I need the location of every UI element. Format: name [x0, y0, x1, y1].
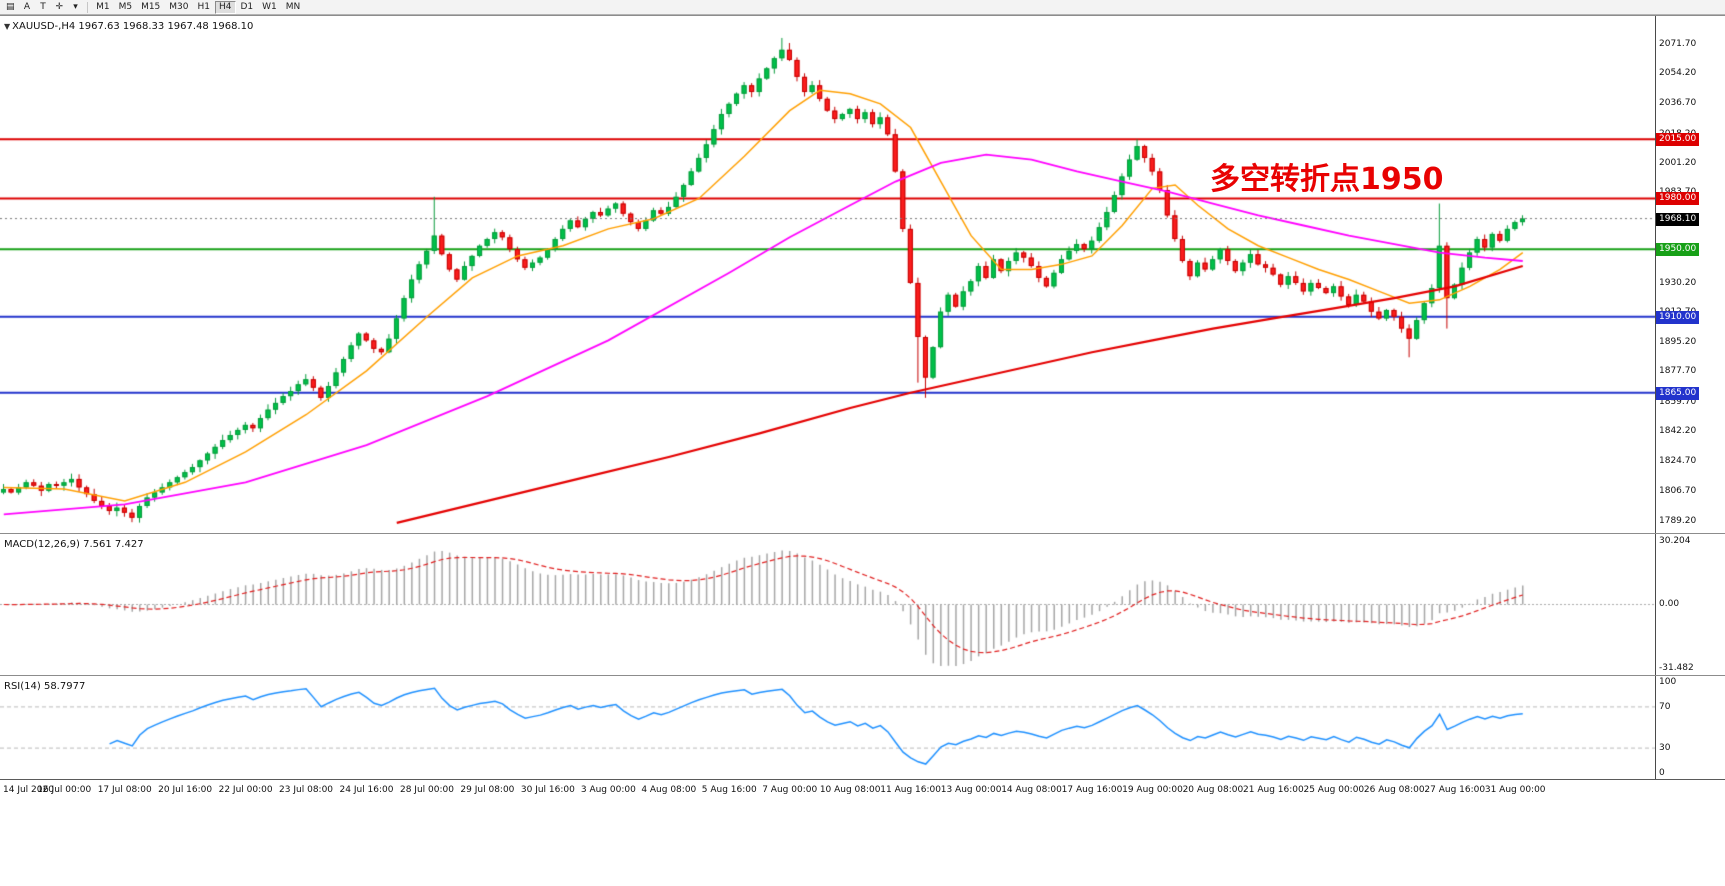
- time-axis-label: 16 Jul 00:00: [37, 785, 92, 795]
- rsi-axis[interactable]: 100 70 30 0: [1655, 676, 1725, 779]
- text-a-button[interactable]: A: [23, 1, 31, 12]
- price-axis-label: 1842.20: [1659, 426, 1697, 437]
- price-chart-canvas[interactable]: [0, 16, 1655, 533]
- timeframe-m5-button[interactable]: M5: [118, 1, 133, 12]
- time-axis-label: 31 Aug 00:00: [1484, 785, 1546, 795]
- chart-title-text: XAUUSD-,H4 1967.63 1968.33 1967.48 1968.…: [12, 21, 254, 32]
- time-axis-label: 21 Aug 16:00: [1243, 785, 1304, 795]
- dropdown-chevron-icon[interactable]: ▾: [73, 1, 78, 12]
- time-axis-label: 29 Jul 08:00: [460, 785, 515, 795]
- timeframe-m30-button[interactable]: M30: [169, 1, 189, 12]
- timeframe-w1-button[interactable]: W1: [262, 1, 277, 12]
- annotation-text: 多空转折点1950: [1210, 162, 1444, 197]
- price-chart-panel: ▼ XAUUSD-,H4 1967.63 1968.33 1967.48 1968…: [0, 15, 1725, 533]
- time-axis-label: 26 Aug 08:00: [1363, 785, 1425, 795]
- macd-axis-label: 0.00: [1659, 598, 1680, 609]
- time-axis-label: 10 Aug 08:00: [819, 785, 881, 795]
- macd-panel: MACD(12,26,9) 7.561 7.427 30.204 0.00 -31.…: [0, 533, 1725, 675]
- price-axis-label: 1859.70: [1659, 396, 1697, 407]
- time-axis[interactable]: 14 Jul 2020 16 Jul 00:00 17 Jul 08:00 20 Ju…: [0, 779, 1725, 799]
- time-axis-label: 28 Jul 00:00: [399, 785, 454, 795]
- timeframe-mn-button[interactable]: MN: [285, 1, 301, 12]
- time-axis-label: 3 Aug 00:00: [580, 785, 636, 795]
- hline-price-badge: 1950.00: [1656, 243, 1700, 257]
- rsi-axis-label: 70: [1659, 701, 1671, 712]
- time-axis-label: 23 Jul 08:00: [279, 785, 334, 795]
- time-axis-label: 24 Jul 16:00: [339, 785, 394, 795]
- time-axis-label: 20 Jul 16:00: [158, 785, 213, 795]
- rsi-canvas[interactable]: [0, 676, 1655, 779]
- time-axis-label: 19 Aug 00:00: [1122, 785, 1183, 795]
- price-axis-label: 1806.70: [1659, 486, 1697, 497]
- time-axis-label: 13 Aug 00:00: [940, 785, 1002, 795]
- price-axis-label: 2036.70: [1659, 97, 1697, 108]
- price-axis-label: 1930.20: [1659, 277, 1697, 288]
- macd-indicator-label: MACD(12,26,9) 7.561 7.427: [4, 539, 144, 550]
- price-axis-label: 1895.20: [1659, 336, 1697, 347]
- price-axis-label: 1789.20: [1659, 515, 1697, 526]
- toolbar-separator: [87, 1, 89, 13]
- hline-price-badge: 1980.00: [1656, 192, 1700, 206]
- rsi-axis-label: 0: [1659, 768, 1665, 778]
- price-axis-label: 1983.70: [1659, 187, 1696, 197]
- time-axis-label: 30 Jul 16:00: [520, 785, 575, 795]
- time-axis-label: 5 Aug 16:00: [701, 785, 757, 795]
- time-axis-label: 27 Aug 16:00: [1424, 785, 1486, 795]
- hline-price-badge: 1910.00: [1656, 310, 1700, 324]
- bottom-empty-area: [0, 799, 1725, 886]
- rsi-panel: RSI(14) 58.7977 100 70 30 0: [0, 675, 1725, 779]
- charts-grid-icon[interactable]: ▤: [6, 1, 15, 12]
- time-axis-label: 14 Jul 2020: [3, 785, 54, 795]
- timeframe-m15-button[interactable]: M15: [141, 1, 161, 12]
- crosshair-button[interactable]: ✛: [55, 1, 64, 12]
- hline-price-badge: 2015.00: [1656, 133, 1700, 147]
- time-axis-label: 7 Aug 00:00: [762, 785, 818, 795]
- timeframe-h4-button[interactable]: H4: [215, 0, 236, 14]
- time-axis-label: 17 Aug 16:00: [1061, 785, 1123, 795]
- price-axis-label: 1877.70: [1659, 366, 1697, 377]
- macd-canvas[interactable]: [0, 534, 1655, 675]
- rsi-indicator-label: RSI(14) 58.7977: [4, 681, 86, 692]
- price-axis-label: 2001.20: [1659, 157, 1697, 168]
- price-axis-label: 1824.70: [1659, 455, 1697, 466]
- time-axis-label: 25 Aug 00:00: [1303, 785, 1365, 795]
- price-axis-label: 2071.70: [1659, 38, 1697, 49]
- time-axis-label: 11 Aug 16:00: [880, 785, 941, 795]
- macd-axis-label: -31.482: [1659, 663, 1694, 673]
- timeframe-h1-button[interactable]: H1: [197, 1, 211, 12]
- top-toolbar: ▤ A T ✛ ▾ M1 M5 M15 M30 H1 H4 D1 W1 MN: [0, 0, 1725, 15]
- time-axis-label: 20 Aug 08:00: [1182, 785, 1244, 795]
- macd-axis[interactable]: 30.204 0.00 -31.482: [1655, 534, 1725, 675]
- hline-price-badge: 1865.00: [1656, 386, 1700, 400]
- time-axis-label: 22 Jul 00:00: [218, 785, 273, 795]
- chart-symbol-title: ▼ XAUUSD-,H4 1967.63 1968.33 1967.48 1968…: [4, 21, 253, 32]
- rsi-axis-label: 100: [1659, 677, 1677, 687]
- price-axis[interactable]: 2071.702054.202036.702018.202001.201983.…: [1655, 16, 1725, 533]
- current-price-badge: 1968.10: [1656, 212, 1700, 226]
- time-axis-label: 4 Aug 08:00: [641, 785, 697, 795]
- time-axis-label: 17 Jul 08:00: [97, 785, 152, 795]
- time-axis-label: 14 Aug 08:00: [1001, 785, 1062, 795]
- price-axis-label: 2054.20: [1659, 68, 1697, 79]
- text-t-button[interactable]: T: [40, 1, 46, 12]
- timeframe-m1-button[interactable]: M1: [96, 1, 110, 12]
- timeframe-d1-button[interactable]: D1: [240, 1, 254, 12]
- symbol-collapse-icon[interactable]: ▼: [4, 22, 11, 31]
- rsi-axis-label: 30: [1659, 743, 1671, 754]
- macd-axis-label: 30.204: [1659, 536, 1691, 546]
